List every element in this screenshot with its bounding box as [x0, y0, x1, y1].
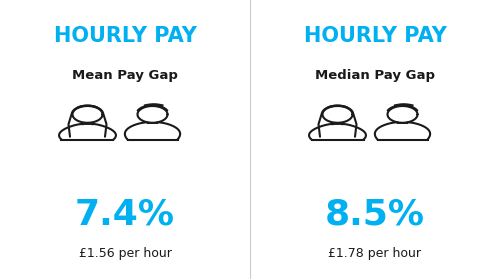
Text: £1.78 per hour: £1.78 per hour	[328, 247, 422, 260]
Text: 8.5%: 8.5%	[325, 198, 425, 232]
Text: Mean Pay Gap: Mean Pay Gap	[72, 69, 178, 82]
Text: £1.56 per hour: £1.56 per hour	[78, 247, 172, 260]
Text: HOURLY PAY: HOURLY PAY	[304, 26, 446, 46]
Text: 7.4%: 7.4%	[75, 198, 175, 232]
Text: Median Pay Gap: Median Pay Gap	[315, 69, 435, 82]
Text: HOURLY PAY: HOURLY PAY	[54, 26, 197, 46]
